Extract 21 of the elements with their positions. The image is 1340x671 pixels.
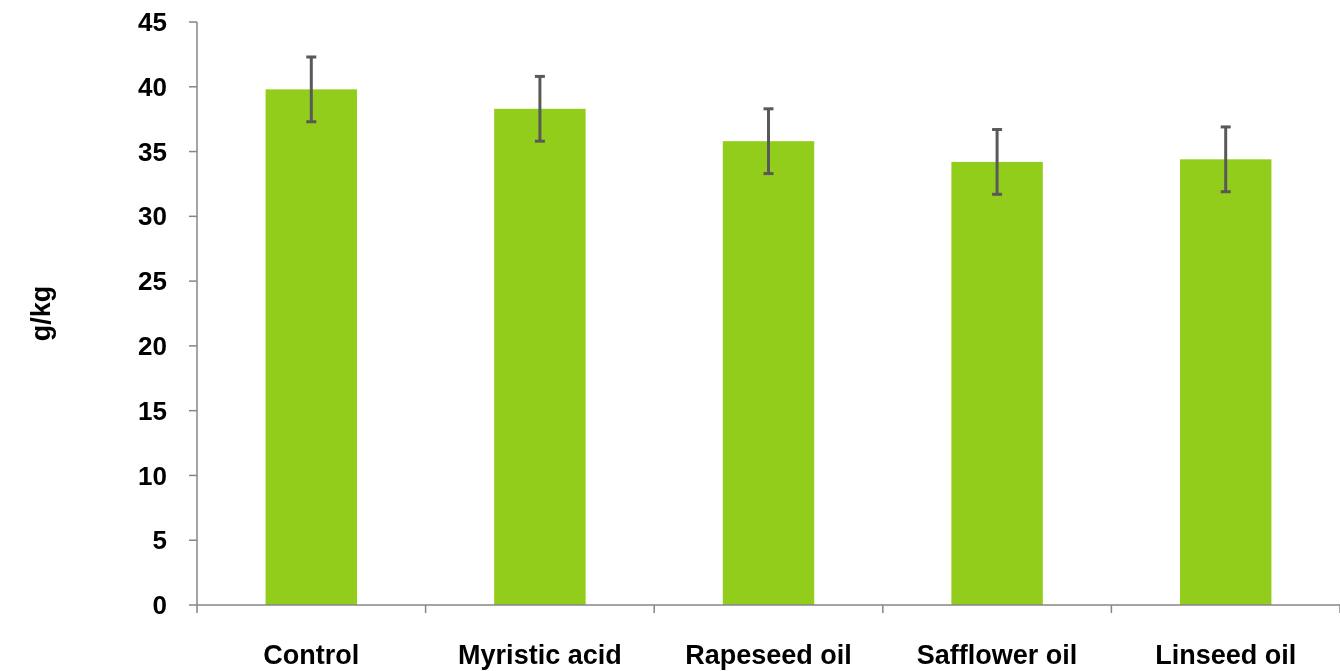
bar bbox=[722, 141, 815, 605]
bar bbox=[951, 161, 1043, 605]
bar bbox=[1179, 159, 1272, 605]
y-tick-label: 10 bbox=[138, 460, 167, 491]
y-tick-label: 20 bbox=[138, 330, 167, 361]
bar bbox=[494, 108, 586, 605]
x-tick-label: Rapeseed oil bbox=[685, 640, 852, 670]
y-tick-label: 45 bbox=[138, 7, 167, 38]
y-tick-label: 30 bbox=[138, 201, 167, 232]
y-tick-label: 25 bbox=[138, 266, 167, 297]
y-tick-label: 35 bbox=[138, 136, 167, 167]
bar bbox=[265, 89, 358, 605]
x-tick-label: Myristic acid bbox=[458, 640, 622, 670]
y-axis-title: g/kg bbox=[26, 285, 56, 342]
y-tick-label: 0 bbox=[152, 590, 167, 621]
x-tick-label: Control bbox=[263, 640, 360, 670]
x-tick-label: Linseed oil bbox=[1155, 640, 1297, 670]
y-tick-label: 5 bbox=[152, 525, 167, 556]
y-tick-label: 15 bbox=[138, 395, 167, 426]
x-tick-label: Safflower oil bbox=[916, 640, 1078, 670]
y-tick-label: 40 bbox=[138, 71, 167, 102]
